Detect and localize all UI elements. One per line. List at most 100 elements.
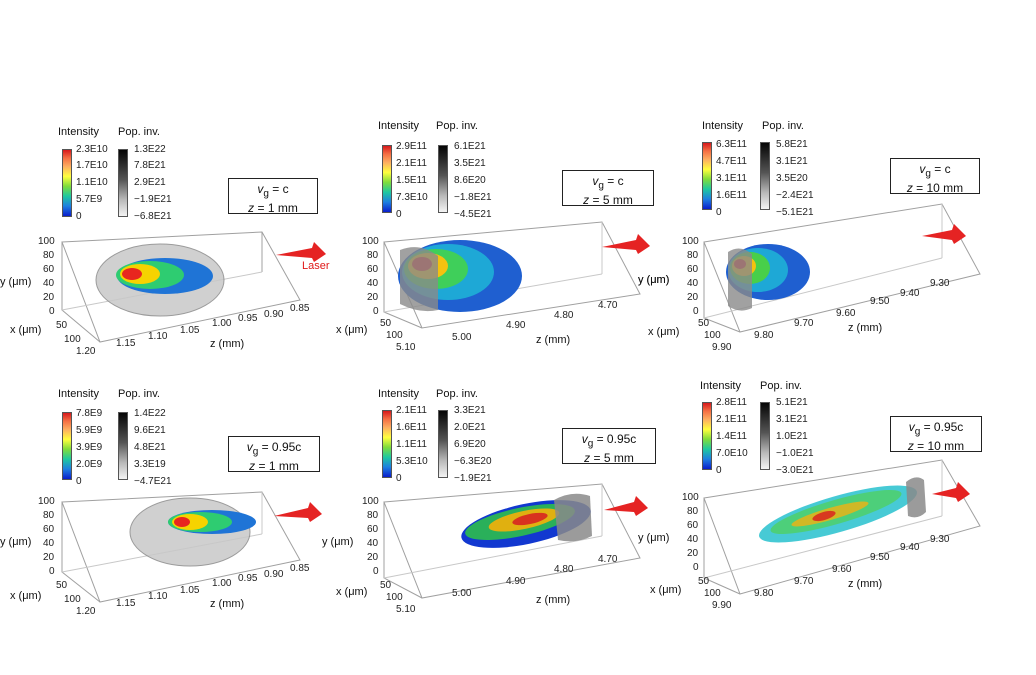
laser-arrow (922, 224, 966, 244)
z-value: = 1 mm (258, 459, 299, 474)
pop-inv-tick: 7.8E21 (134, 160, 166, 171)
laser-arrow (602, 234, 650, 254)
z-tick: 0.95 (238, 313, 258, 324)
pop-inv-colorbar (438, 145, 448, 213)
laser-arrow (932, 482, 970, 502)
z-value: = 1 mm (257, 201, 298, 216)
z-tick: 9.70 (794, 576, 814, 587)
y-tick: 0 (693, 306, 699, 317)
pop-inv-tick: 3.5E20 (776, 173, 808, 184)
z-tick: 5.00 (452, 588, 472, 599)
intensity-tick: 4.7E11 (716, 156, 747, 167)
intensity-tick: 0 (716, 465, 722, 476)
y-tick: 20 (43, 292, 55, 303)
pop-inv-tick: −1.9E21 (134, 194, 172, 205)
panel-1: Intensity Pop. inv. 2.3E10 1.7E10 1.1E10… (0, 120, 340, 357)
z-tick: 1.20 (76, 606, 96, 617)
z-tick: 9.90 (712, 600, 732, 611)
pop-inv-tick: 1.0E21 (776, 431, 808, 442)
pop-inv-tick: 3.1E21 (776, 414, 808, 425)
pop-inv-tick: −1.9E21 (454, 473, 492, 484)
y-tick: 40 (687, 278, 699, 289)
pop-inv-tick: 3.3E21 (454, 405, 486, 416)
x-axis-label: x (μm) (648, 326, 680, 338)
intensity-tick: 5.9E9 (76, 425, 103, 436)
z-tick: 9.60 (836, 308, 856, 319)
intensity-tick: 1.4E11 (716, 431, 747, 442)
intensity-tick: 0 (76, 476, 82, 487)
intensity-tick: 2.1E11 (396, 405, 427, 416)
z-tick: 0.85 (290, 563, 310, 574)
x-tick: 50 (56, 580, 68, 591)
y-tick: 100 (38, 496, 55, 507)
vg-value: = c (272, 182, 289, 196)
z-tick: 4.70 (598, 300, 618, 311)
intensity-legend-title: Intensity (58, 126, 99, 138)
z-axis-label: z (mm) (210, 598, 245, 610)
pop-inv-tick: 1.3E22 (134, 144, 166, 155)
pop-inv-tick: −2.4E21 (776, 190, 814, 201)
y-tick: 80 (367, 510, 379, 521)
intensity-tick: 0 (396, 209, 402, 220)
plot-3d-box (703, 459, 981, 595)
z-tick: 9.60 (832, 564, 852, 575)
pop-inv-tick: 3.5E21 (454, 158, 486, 169)
plot-3d-box (61, 491, 322, 603)
z-tick: 9.80 (754, 588, 774, 599)
pop-inv-tick: 3.3E19 (134, 459, 166, 470)
intensity-legend-title: Intensity (702, 120, 743, 132)
y-tick: 40 (687, 534, 699, 545)
z-tick: 1.00 (212, 578, 232, 589)
y-tick: 40 (367, 538, 379, 549)
condition-box: vg = c z = 10 mm (890, 158, 980, 195)
laser-arrow (604, 496, 648, 516)
y-axis-label: y (μm) (638, 532, 670, 544)
y-tick: 20 (367, 292, 379, 303)
pop-inv-tick: 2.9E21 (134, 177, 166, 188)
z-axis-label: z (mm) (536, 334, 571, 346)
plot-3d-box (383, 221, 650, 329)
intensity-tick: 1.1E11 (396, 439, 427, 450)
intensity-tick: 1.6E11 (396, 422, 427, 433)
intensity-tick: 2.1E11 (716, 414, 747, 425)
intensity-tick: 0 (716, 207, 722, 218)
intensity-tick: 1.5E11 (396, 175, 427, 186)
pop-inv-legend-title: Pop. inv. (118, 388, 160, 400)
intensity-colorbar (382, 145, 392, 213)
x-tick: 50 (380, 580, 392, 591)
y-tick: 40 (43, 538, 55, 549)
vg-value: = 0.95c (261, 440, 302, 454)
y-tick: 40 (43, 278, 55, 289)
pop-inv-legend-title: Pop. inv. (760, 380, 802, 392)
pop-inv-tick: 1.4E22 (134, 408, 166, 419)
x-tick: 50 (56, 320, 68, 331)
x-tick: 100 (386, 592, 403, 603)
y-tick: 80 (687, 506, 699, 517)
intensity-colorbar (62, 412, 72, 480)
pop-inv-tick: 8.6E20 (454, 175, 486, 186)
pop-inv-tick: −5.1E21 (776, 207, 814, 218)
intensity-tick: 0 (396, 473, 402, 484)
intensity-legend-title: Intensity (700, 380, 741, 392)
plot-3d-box (383, 483, 648, 599)
intensity-tick: 3.9E9 (76, 442, 103, 453)
z-tick: 9.90 (712, 342, 732, 353)
z-tick: 9.40 (900, 288, 920, 299)
pop-inv-tick: 2.0E21 (454, 422, 486, 433)
intensity-colorbar (702, 402, 712, 470)
pop-inv-tick: −3.0E21 (776, 465, 814, 476)
z-tick: 5.10 (396, 342, 416, 353)
x-tick: 50 (698, 576, 710, 587)
z-tick: 5.00 (452, 332, 472, 343)
x-tick: 100 (64, 594, 81, 605)
intensity-tick: 1.6E11 (716, 190, 747, 201)
z-tick: 1.10 (148, 591, 168, 602)
x-axis-label: x (μm) (336, 586, 368, 598)
intensity-legend-title: Intensity (378, 388, 419, 400)
y-tick: 60 (687, 520, 699, 531)
z-tick: 0.85 (290, 303, 310, 314)
pop-inv-colorbar (118, 149, 128, 217)
y-tick: 100 (38, 236, 55, 247)
vg-value: = c (607, 174, 624, 188)
pop-inv-tick: −4.5E21 (454, 209, 492, 220)
